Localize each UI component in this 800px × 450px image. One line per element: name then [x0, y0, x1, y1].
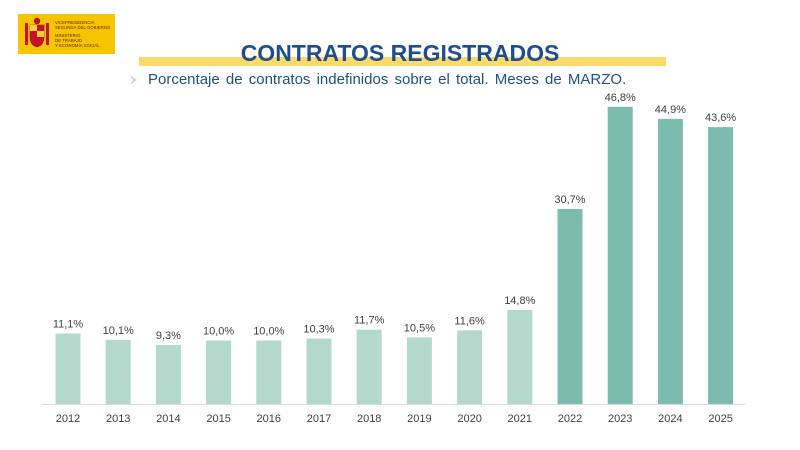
bar-2025: [708, 127, 734, 404]
x-tick-label-2013: 2013: [106, 413, 130, 425]
bar-2012: [55, 333, 81, 404]
data-label-2013: 10,1%: [103, 325, 134, 337]
x-tick-label-2016: 2016: [257, 413, 281, 425]
x-tick-label-2017: 2017: [307, 413, 331, 425]
x-tick-label-2020: 2020: [457, 413, 481, 425]
x-tick-label-2015: 2015: [206, 413, 230, 425]
x-tick-label-2021: 2021: [508, 413, 532, 425]
x-tick-label-2023: 2023: [608, 413, 632, 425]
data-label-2022: 30,7%: [554, 194, 585, 206]
data-label-2014: 9,3%: [156, 330, 181, 342]
title-highlight-band: [139, 57, 666, 66]
ministry-logo: VICEPRESIDENCIA SEGUNDA DEL GOBIERNO MIN…: [18, 14, 115, 54]
bar-2015: [206, 340, 232, 404]
bar-2024: [657, 118, 683, 405]
data-label-2015: 10,0%: [203, 325, 234, 337]
logo-line: SEGUNDA DEL GOBIERNO: [55, 25, 111, 30]
x-tick-label-2025: 2025: [708, 413, 732, 425]
logo-line: MINISTERIO: [55, 33, 81, 38]
coat-of-arms-icon: [25, 17, 49, 48]
bar-2023: [607, 106, 633, 405]
data-label-2021: 14,8%: [504, 295, 535, 307]
data-label-2020: 11,6%: [454, 315, 485, 327]
x-tick-label-2012: 2012: [56, 413, 80, 425]
x-tick-label-2024: 2024: [658, 413, 682, 425]
bar-2018: [356, 329, 382, 404]
data-label-2023: 46,8%: [605, 92, 636, 104]
x-tick-label-2022: 2022: [558, 413, 582, 425]
bar-2017: [306, 338, 332, 404]
bar-2021: [507, 310, 533, 404]
data-label-2025: 43,6%: [705, 112, 736, 124]
logo-line: Y ECONOMÍA SOCIAL: [55, 43, 100, 48]
logo-line: VICEPRESIDENCIA: [55, 20, 95, 25]
x-tick-label-2018: 2018: [357, 413, 381, 425]
x-tick-label-2014: 2014: [156, 413, 180, 425]
bar-2013: [105, 339, 131, 404]
bar-2019: [406, 337, 432, 404]
bar-2022: [557, 209, 583, 404]
logo-line: DE TRABAJO: [55, 38, 83, 43]
chart-title: CONTRATOS REGISTRADOS: [240, 40, 560, 66]
bar-2020: [457, 330, 483, 404]
chart-subtitle: Porcentaje de contratos indefinidos sobr…: [148, 71, 627, 88]
chevron-right-icon: [130, 74, 137, 85]
x-tick-label-2019: 2019: [407, 413, 431, 425]
data-label-2018: 11,7%: [354, 315, 385, 327]
logo-text: VICEPRESIDENCIA SEGUNDA DEL GOBIERNO MIN…: [55, 20, 110, 48]
data-label-2017: 10,3%: [303, 324, 334, 336]
data-label-2019: 10,5%: [404, 322, 435, 334]
bar-2014: [155, 344, 181, 404]
bar-2016: [256, 340, 282, 404]
data-label-2016: 10,0%: [253, 325, 284, 337]
data-label-2024: 44,9%: [655, 104, 686, 116]
data-label-2012: 11,1%: [53, 319, 84, 331]
subtitle-row: Porcentaje de contratos indefinidos sobr…: [128, 71, 626, 88]
